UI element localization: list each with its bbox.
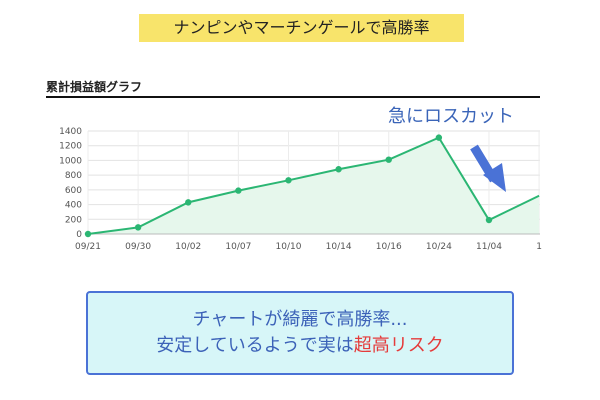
data-point <box>485 216 493 224</box>
series-line <box>87 136 540 235</box>
x-tick-label: 10/16 <box>376 242 402 252</box>
title-divider <box>46 96 540 98</box>
x-tick-label: 09/30 <box>125 242 151 252</box>
data-point <box>185 199 192 206</box>
y-tick-label: 1200 <box>59 142 82 152</box>
x-tick-label: 10/07 <box>225 242 251 252</box>
data-point <box>385 156 392 163</box>
y-tick-label: 200 <box>65 215 82 225</box>
data-point <box>335 166 342 173</box>
data-point <box>84 230 92 238</box>
callout-line-2: 安定しているようで実は超高リスク <box>88 333 512 359</box>
x-tick-label: 10/14 <box>326 242 352 252</box>
series-area <box>88 137 540 234</box>
y-tick-label: 1400 <box>59 127 82 137</box>
data-point <box>235 187 242 194</box>
y-tick-label: 600 <box>65 186 82 196</box>
y-tick-label: 800 <box>65 171 82 181</box>
callout-line-2-prefix: 安定しているようで実は <box>156 335 354 356</box>
warning-callout: チャートが綺麗で高勝率... 安定しているようで実は超高リスク <box>86 291 514 375</box>
data-point <box>134 224 142 231</box>
chart-title: 累計損益額グラフ <box>46 80 143 94</box>
risk-highlight: 超高リスク <box>353 335 444 356</box>
data-point <box>435 134 443 141</box>
x-tick-label: 09/21 <box>75 242 101 252</box>
data-point <box>285 177 292 184</box>
x-tick-label: 11/04 <box>476 242 502 252</box>
x-tick-label: 1 <box>536 242 542 252</box>
headline-banner: ナンピンやマーチンゲールで高勝率 <box>139 14 464 42</box>
x-tick-label: 10/24 <box>426 242 452 252</box>
y-tick-label: 400 <box>65 201 82 211</box>
callout-line-1: チャートが綺麗で高勝率... <box>192 309 408 330</box>
y-tick-label: 0 <box>76 230 82 240</box>
y-tick-label: 1000 <box>59 156 82 166</box>
x-tick-label: 10/10 <box>276 242 302 252</box>
x-tick-label: 10/02 <box>175 242 201 252</box>
stop-out-annotation: 急にロスカット <box>388 106 514 127</box>
